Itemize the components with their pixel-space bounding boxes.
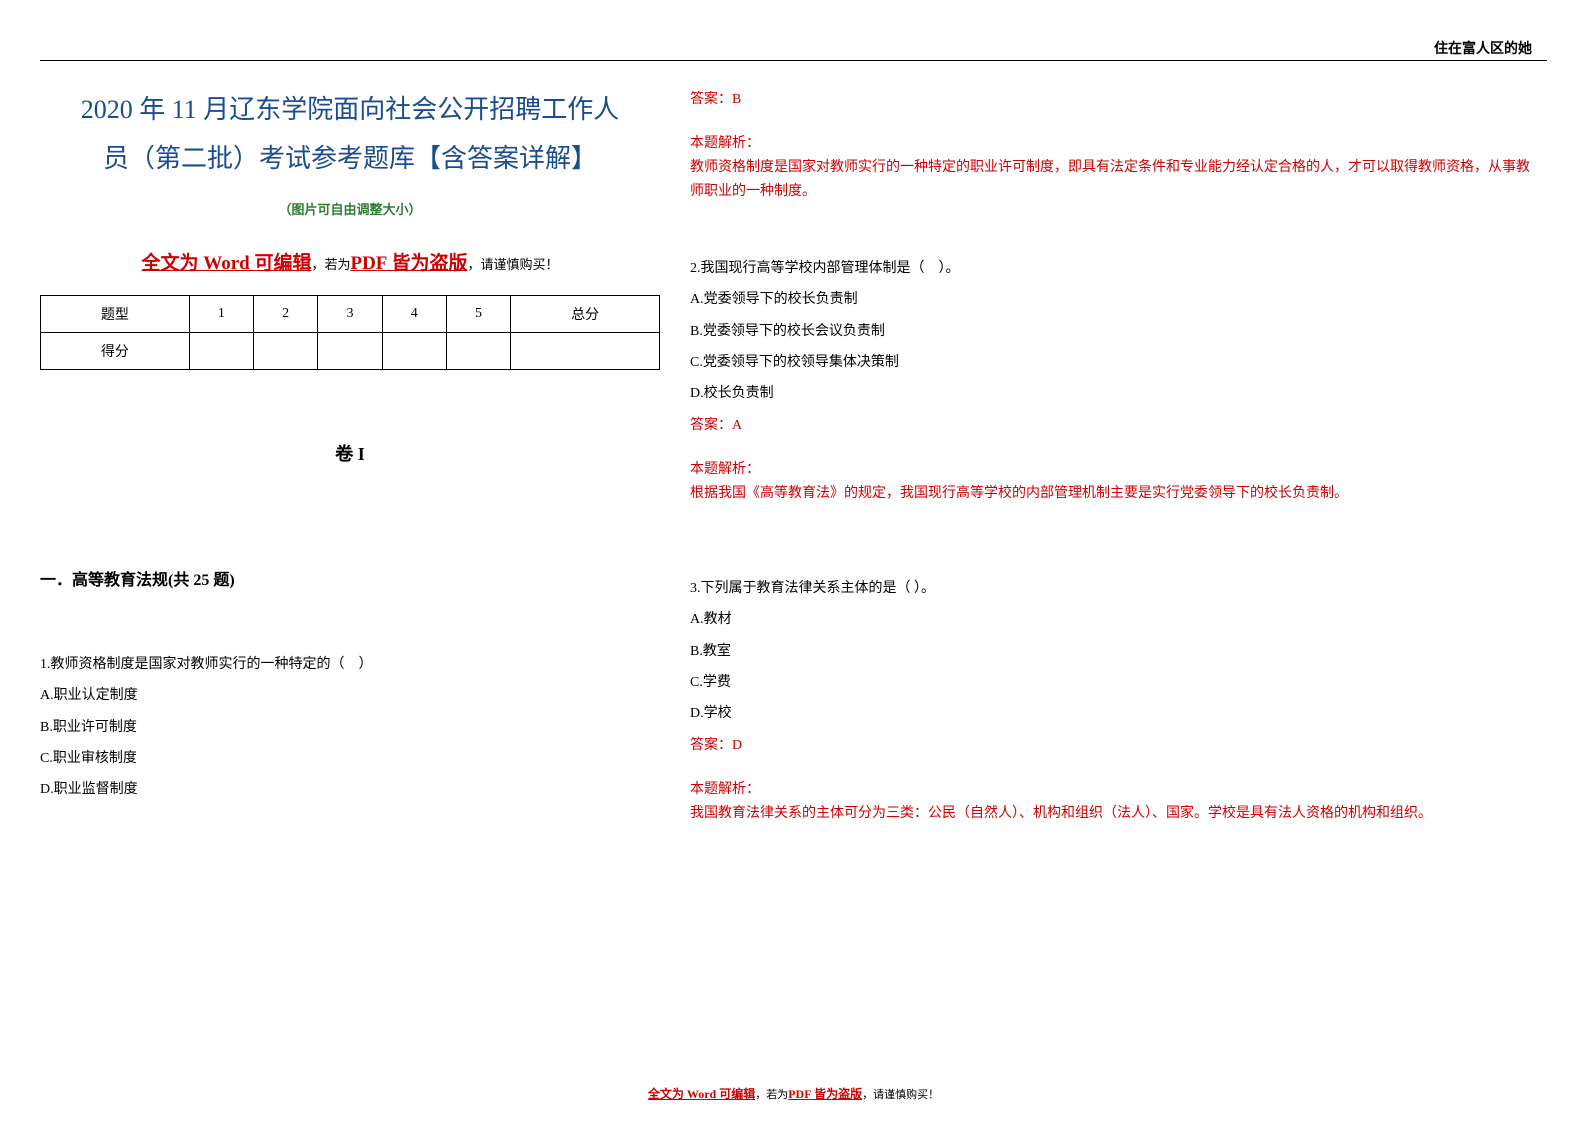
score-cell-1 bbox=[189, 332, 253, 369]
resize-note: （图片可自由调整大小） bbox=[40, 199, 660, 218]
header-3: 3 bbox=[318, 295, 382, 332]
score-table: 题型 1 2 3 4 5 总分 得分 bbox=[40, 295, 660, 370]
score-cell-4 bbox=[382, 332, 446, 369]
volume-heading: 卷 I bbox=[40, 440, 660, 466]
left-column: 2020 年 11 月辽东学院面向社会公开招聘工作人 员（第二批）考试参考题库【… bbox=[40, 85, 660, 858]
q2-analysis-label: 本题解析： bbox=[690, 458, 1530, 482]
header-5: 5 bbox=[446, 295, 510, 332]
section-heading: 一．高等教育法规(共 25 题) bbox=[40, 566, 660, 590]
header-watermark: 住在富人区的她 bbox=[1434, 38, 1532, 58]
q1-option-b: B.职业许可制度 bbox=[40, 713, 660, 742]
footer-suffix: ，请谨慎购买！ bbox=[862, 1089, 939, 1101]
footer-warning: 全文为 Word 可编辑，若为PDF 皆为盗版，请谨慎购买！ bbox=[0, 1085, 1587, 1102]
q3-answer: 答案：D bbox=[690, 731, 1530, 760]
q1-option-a: A.职业认定制度 bbox=[40, 681, 660, 710]
q1-answer: 答案：B bbox=[690, 85, 1530, 114]
footer-word-editable: 全文为 Word 可编辑 bbox=[648, 1087, 755, 1101]
piracy-warning: 全文为 Word 可编辑，若为PDF 皆为盗版，请谨慎购买！ bbox=[40, 248, 660, 275]
document-title: 2020 年 11 月辽东学院面向社会公开招聘工作人 员（第二批）考试参考题库【… bbox=[40, 85, 660, 184]
title-line-1: 2020 年 11 月辽东学院面向社会公开招聘工作人 bbox=[81, 95, 620, 124]
score-cell-2 bbox=[254, 332, 318, 369]
q2-option-b: B.党委领导下的校长会议负责制 bbox=[690, 317, 1530, 346]
q2-option-c: C.党委领导下的校领导集体决策制 bbox=[690, 348, 1530, 377]
right-column: 答案：B 本题解析： 教师资格制度是国家对教师实行的一种特定的职业许可制度，即具… bbox=[690, 85, 1530, 858]
warning-word-editable: 全文为 Word 可编辑 bbox=[142, 253, 312, 274]
warning-middle: ，若为 bbox=[311, 257, 350, 272]
table-score-row: 得分 bbox=[41, 332, 660, 369]
warning-suffix: ，请谨慎购买！ bbox=[467, 257, 558, 272]
q3-option-b: B.教室 bbox=[690, 637, 1530, 666]
question-1: 1.教师资格制度是国家对教师实行的一种特定的（ ） A.职业认定制度 B.职业许… bbox=[40, 650, 660, 805]
q1-option-d: D.职业监督制度 bbox=[40, 775, 660, 804]
q3-stem: 3.下列属于教育法律关系主体的是（ ）。 bbox=[690, 574, 1530, 603]
q2-option-a: A.党委领导下的校长负责制 bbox=[690, 285, 1530, 314]
q3-analysis-label: 本题解析： bbox=[690, 778, 1530, 802]
warning-pdf-pirate: PDF 皆为盗版 bbox=[350, 253, 467, 274]
q3-option-d: D.学校 bbox=[690, 699, 1530, 728]
q2-analysis-text: 根据我国《高等教育法》的规定，我国现行高等学校的内部管理机制主要是实行党委领导下… bbox=[690, 482, 1530, 506]
table-header-row: 题型 1 2 3 4 5 总分 bbox=[41, 295, 660, 332]
header-4: 4 bbox=[382, 295, 446, 332]
footer-middle: ，若为 bbox=[755, 1089, 788, 1101]
header-divider bbox=[40, 60, 1547, 61]
q1-analysis-label: 本题解析： bbox=[690, 132, 1530, 156]
q1-stem: 1.教师资格制度是国家对教师实行的一种特定的（ ） bbox=[40, 650, 660, 679]
header-2: 2 bbox=[254, 295, 318, 332]
header-total: 总分 bbox=[511, 295, 660, 332]
q3-option-c: C.学费 bbox=[690, 668, 1530, 697]
header-1: 1 bbox=[189, 295, 253, 332]
q2-answer: 答案：A bbox=[690, 411, 1530, 440]
q1-option-c: C.职业审核制度 bbox=[40, 744, 660, 773]
page-content: 2020 年 11 月辽东学院面向社会公开招聘工作人 员（第二批）考试参考题库【… bbox=[40, 85, 1547, 858]
q1-analysis-text: 教师资格制度是国家对教师实行的一种特定的职业许可制度，即具有法定条件和专业能力经… bbox=[690, 156, 1530, 204]
q2-option-d: D.校长负责制 bbox=[690, 379, 1530, 408]
score-cell-total bbox=[511, 332, 660, 369]
footer-pdf-pirate: PDF 皆为盗版 bbox=[788, 1087, 862, 1101]
question-3: 3.下列属于教育法律关系主体的是（ ）。 A.教材 B.教室 C.学费 D.学校… bbox=[690, 574, 1530, 826]
q3-option-a: A.教材 bbox=[690, 605, 1530, 634]
score-cell-5 bbox=[446, 332, 510, 369]
score-label: 得分 bbox=[41, 332, 190, 369]
q3-analysis-text: 我国教育法律关系的主体可分为三类：公民（自然人）、机构和组织（法人）、国家。学校… bbox=[690, 802, 1530, 826]
score-cell-3 bbox=[318, 332, 382, 369]
header-type: 题型 bbox=[41, 295, 190, 332]
question-2: 2.我国现行高等学校内部管理体制是（ ）。 A.党委领导下的校长负责制 B.党委… bbox=[690, 254, 1530, 506]
title-line-2: 员（第二批）考试参考题库【含答案详解】 bbox=[103, 144, 597, 173]
q2-stem: 2.我国现行高等学校内部管理体制是（ ）。 bbox=[690, 254, 1530, 283]
